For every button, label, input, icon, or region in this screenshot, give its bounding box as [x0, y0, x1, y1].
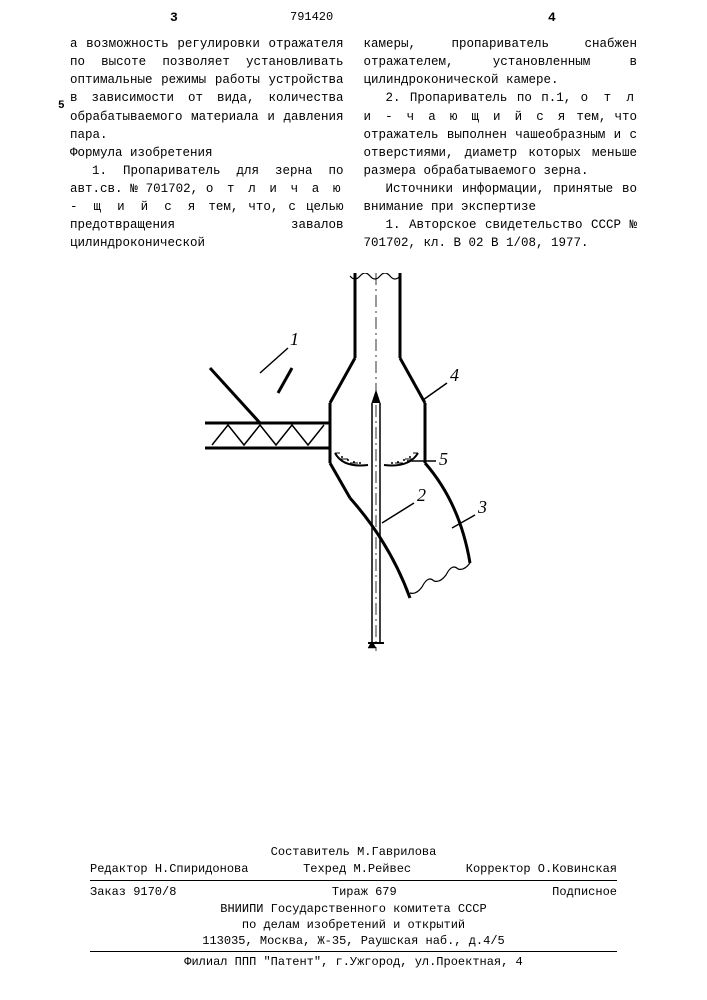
tech-label: Техред — [303, 862, 346, 876]
left-column: а возможность регулировки отражателя по … — [70, 35, 344, 253]
order-number: Заказ 9170/8 — [90, 885, 176, 899]
right-para-4: 1. Авторское свидетельство СССР № 701702… — [364, 216, 638, 252]
left-para-1: а возможность регулировки отражателя по … — [70, 35, 344, 144]
composer-name: М.Гаврилова — [357, 845, 436, 859]
corrector-name: О.Ковинская — [538, 862, 617, 876]
composer-label: Составитель — [271, 845, 350, 859]
branch-line: Филиал ППП "Патент", г.Ужгород, ул.Проек… — [0, 954, 707, 970]
footer: Составитель М.Гаврилова Редактор Н.Спири… — [0, 844, 707, 970]
tech-name: М.Рейвес — [354, 862, 412, 876]
editor-label: Редактор — [90, 862, 148, 876]
page-header: 3 791420 4 — [0, 0, 707, 30]
claim2-lead: 2. Пропариватель по п.1, — [386, 91, 581, 105]
patent-number: 791420 — [290, 10, 333, 24]
footer-rule-2 — [90, 951, 617, 952]
figure-label-2: 2 — [417, 485, 426, 505]
footer-rule-1 — [90, 880, 617, 881]
left-para-2: 1. Пропариватель для зерна по авт.св. № … — [70, 162, 344, 253]
subscription: Подписное — [552, 885, 617, 899]
tirage: Тираж 679 — [332, 885, 397, 899]
line-marker-5: 5 — [58, 100, 65, 112]
figure-area: 1 2 3 4 5 — [0, 273, 707, 663]
text-columns: а возможность регулировки отражателя по … — [0, 35, 707, 253]
org-line-2: по делам изобретений и открытий — [0, 917, 707, 933]
figure-label-4: 4 — [450, 365, 459, 385]
figure-label-1: 1 — [290, 329, 299, 349]
formula-heading: Формула изобретения — [70, 144, 344, 162]
org-line-1: ВНИИПИ Государственного комитета СССР — [0, 901, 707, 917]
right-para-3: Источники информации, принятые во вниман… — [364, 180, 638, 216]
right-column: камеры, пропариватель снабжен отражателе… — [364, 35, 638, 253]
right-para-2: 2. Пропариватель по п.1, о т л и - ч а ю… — [364, 89, 638, 180]
figure-label-5: 5 — [439, 449, 448, 469]
org-address: 113035, Москва, Ж-35, Раушская наб., д.4… — [0, 933, 707, 949]
right-page-number: 4 — [548, 10, 556, 25]
right-para-1: камеры, пропариватель снабжен отражателе… — [364, 35, 638, 89]
corrector-label: Корректор — [466, 862, 531, 876]
left-page-number: 3 — [170, 10, 178, 25]
figure-label-3: 3 — [477, 497, 487, 517]
technical-drawing: 1 2 3 4 5 — [200, 273, 520, 653]
editor-name: Н.Спиридонова — [155, 862, 249, 876]
